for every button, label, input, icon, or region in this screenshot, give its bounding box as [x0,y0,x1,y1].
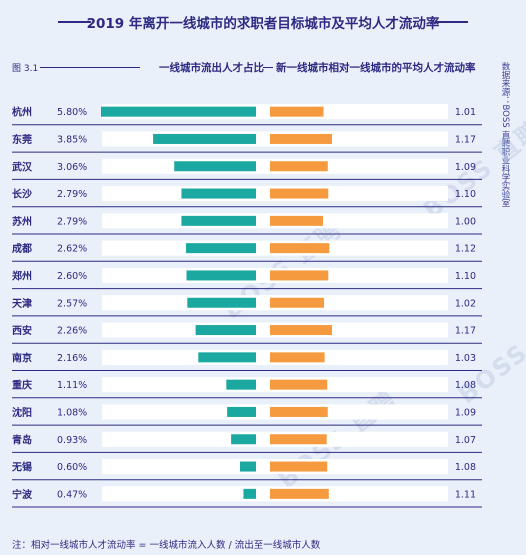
left-bar [186,270,256,281]
left-bar [243,488,256,499]
figure-label-rule [40,67,140,68]
right-bar [270,379,328,390]
right-value-label: 1.12 [455,244,476,255]
city-label: 重庆 [12,379,32,392]
right-value-label: 1.07 [455,435,476,446]
city-label: 东莞 [12,133,32,146]
city-label: 宁波 [12,488,33,501]
left-value-label: 3.06% [57,162,87,173]
right-bar [270,215,323,226]
right-bar [270,297,325,308]
city-label: 沈阳 [12,406,32,419]
title-right-rule [435,21,468,23]
left-bar [187,297,256,308]
city-label: 成都 [12,242,32,255]
left-value-label: 0.93% [57,435,87,446]
data-source: 数据来源：BOSS 直聘职业科学实验室 [500,62,510,207]
right-value-label: 1.00 [455,216,476,227]
city-label: 武汉 [12,160,33,173]
left-value-label: 2.62% [57,244,87,255]
left-value-label: 2.79% [57,216,87,227]
left-value-label: 2.60% [57,271,87,282]
left-value-label: 2.26% [57,326,87,337]
title-left-rule [58,21,91,23]
left-bar [185,243,256,254]
right-bar [270,406,328,417]
right-series-header: 新一线城市相对一线城市的平均人才流动率 [276,62,476,74]
right-bar [270,325,332,336]
city-label: 南京 [12,351,32,364]
header-divider [263,67,273,68]
left-bar [198,352,256,363]
right-value-label: 1.01 [455,107,476,118]
right-value-label: 1.17 [455,326,476,337]
left-value-label: 3.85% [57,134,87,145]
right-bar [270,270,329,281]
right-bar [270,352,325,363]
left-value-label: 0.60% [57,462,87,473]
chart-title: 2019 年离开一线城市的求职者目标城市及平均人才流动率 [86,16,440,32]
left-value-label: 2.57% [57,298,87,309]
left-bar [181,215,256,226]
city-label: 长沙 [12,188,32,201]
right-value-label: 1.02 [455,298,476,309]
right-bar [270,106,324,117]
right-bar [270,161,328,172]
right-value-label: 1.03 [455,353,476,364]
right-bar [270,461,328,472]
right-value-label: 1.10 [455,189,476,200]
city-label: 苏州 [12,215,32,228]
left-value-label: 0.47% [57,489,87,500]
right-value-label: 1.09 [455,407,476,418]
right-bar [270,434,327,445]
left-series-header: 一线城市流出人才占比 [159,62,264,74]
footnote: 注：相对一线城市人才流动率 = 一线城市流入人数 / 流出至一线城市人数 [12,540,321,551]
left-bar [239,461,256,472]
city-label: 郑州 [12,269,32,282]
left-value-label: 1.11% [57,380,87,391]
right-value-label: 1.11 [455,489,476,500]
title-row: 2019 年离开一线城市的求职者目标城市及平均人才流动率 [0,12,526,32]
city-label: 西安 [12,324,32,337]
right-value-label: 1.17 [455,134,476,145]
left-value-label: 2.79% [57,189,87,200]
city-label: 杭州 [12,106,32,119]
left-bar [195,325,256,336]
right-value-label: 1.10 [455,271,476,282]
left-value-label: 5.80% [57,107,87,118]
figure-label: 图 3.1 [12,64,39,74]
left-bar [226,379,256,390]
right-value-label: 1.08 [455,462,476,473]
right-value-label: 1.08 [455,380,476,391]
city-label: 青岛 [12,433,32,446]
right-value-label: 1.09 [455,162,476,173]
left-bar [227,406,256,417]
city-label: 天津 [12,297,32,310]
right-bar [270,133,332,144]
left-bar [231,434,256,445]
left-bar [181,188,256,199]
city-label: 无锡 [11,461,32,474]
left-bar [174,161,256,172]
left-bar [101,106,256,117]
left-value-label: 1.08% [57,407,87,418]
right-bar [270,243,330,254]
left-value-label: 2.16% [57,353,87,364]
right-bar [270,488,329,499]
right-bar [270,188,329,199]
left-bar [153,133,256,144]
